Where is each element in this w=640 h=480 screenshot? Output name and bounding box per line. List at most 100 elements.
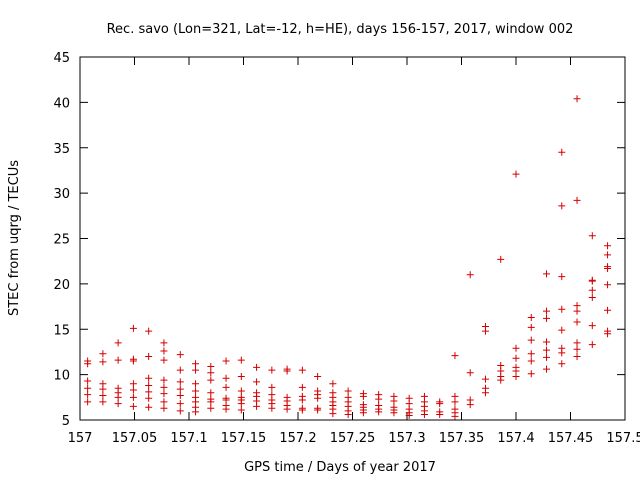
data-point — [145, 403, 153, 411]
y-tick-label: 45 — [53, 51, 70, 66]
y-axis-title: STEC from uqrg / TECUs — [7, 160, 22, 316]
data-point — [253, 378, 261, 386]
data-point — [329, 380, 337, 388]
data-point — [145, 382, 153, 390]
data-point — [222, 383, 230, 391]
data-point — [588, 286, 596, 294]
data-point — [129, 386, 137, 394]
data-point — [114, 393, 122, 401]
data-point — [176, 400, 184, 408]
data-point — [192, 360, 200, 368]
x-tick-label: 157.15 — [221, 431, 267, 446]
data-point — [558, 148, 566, 156]
data-point — [481, 375, 489, 383]
data-point — [114, 400, 122, 408]
data-point — [588, 232, 596, 240]
data-point — [207, 369, 215, 377]
data-point — [466, 369, 474, 377]
data-point — [237, 387, 245, 395]
data-point — [390, 409, 398, 417]
x-tick-label: 157.05 — [112, 431, 158, 446]
x-tick-label: 157.35 — [439, 431, 485, 446]
data-point — [237, 356, 245, 364]
data-point — [222, 374, 230, 382]
data-point — [466, 271, 474, 279]
data-point — [222, 405, 230, 413]
data-point — [512, 372, 520, 380]
data-point — [84, 377, 92, 385]
data-point — [192, 380, 200, 388]
data-point — [237, 406, 245, 414]
data-point — [160, 347, 168, 355]
data-points — [84, 95, 612, 420]
data-point — [84, 360, 92, 368]
data-point — [176, 407, 184, 415]
data-point — [160, 390, 168, 398]
data-point — [145, 394, 153, 402]
data-point — [573, 345, 581, 353]
data-point — [573, 196, 581, 204]
data-point — [512, 170, 520, 178]
x-axis-title: GPS time / Days of year 2017 — [244, 460, 436, 475]
data-point — [558, 305, 566, 313]
data-point — [527, 350, 535, 358]
data-point — [558, 349, 566, 357]
x-tick-label: 157.2 — [279, 431, 316, 446]
data-point — [558, 202, 566, 210]
data-point — [436, 400, 444, 408]
data-point — [145, 388, 153, 396]
data-point — [129, 357, 137, 365]
data-point — [253, 402, 261, 410]
data-point — [268, 383, 276, 391]
data-point — [527, 336, 535, 344]
data-point — [451, 398, 459, 406]
data-point — [207, 362, 215, 370]
data-point — [512, 344, 520, 352]
data-point — [390, 397, 398, 405]
data-point — [129, 324, 137, 332]
data-point — [129, 380, 137, 388]
data-point — [84, 384, 92, 392]
data-point — [207, 398, 215, 406]
data-point — [573, 352, 581, 360]
data-point — [359, 409, 367, 417]
x-tick-label: 157.4 — [497, 431, 534, 446]
data-point — [558, 326, 566, 334]
data-point — [558, 273, 566, 281]
data-point — [160, 398, 168, 406]
data-point — [543, 365, 551, 373]
data-point — [160, 383, 168, 391]
data-point — [314, 394, 322, 402]
data-point — [588, 341, 596, 349]
data-point — [588, 293, 596, 301]
data-point — [573, 307, 581, 315]
data-point — [99, 391, 107, 399]
data-point — [604, 281, 612, 289]
y-tick-label: 10 — [53, 369, 70, 384]
y-tick-label: 40 — [53, 96, 70, 111]
data-point — [192, 366, 200, 374]
data-point — [527, 313, 535, 321]
data-point — [192, 408, 200, 416]
data-point — [543, 307, 551, 315]
data-point — [207, 376, 215, 384]
axes: 157 157.05 157.1 157.15 157.2 157.25 157.3 157.… — [53, 51, 640, 446]
data-point — [114, 356, 122, 364]
data-point — [543, 353, 551, 361]
data-point — [420, 411, 428, 419]
data-point — [176, 351, 184, 359]
data-point — [253, 363, 261, 371]
data-point — [558, 360, 566, 368]
data-point — [573, 339, 581, 347]
y-tick-label: 35 — [53, 142, 70, 157]
x-tick-label: 157.5 — [606, 431, 640, 446]
data-point — [99, 358, 107, 366]
data-point — [222, 357, 230, 365]
data-point — [176, 385, 184, 393]
data-point — [481, 389, 489, 397]
data-point — [129, 393, 137, 401]
data-point — [573, 318, 581, 326]
data-point — [237, 400, 245, 408]
data-point — [344, 387, 352, 395]
data-point — [176, 391, 184, 399]
